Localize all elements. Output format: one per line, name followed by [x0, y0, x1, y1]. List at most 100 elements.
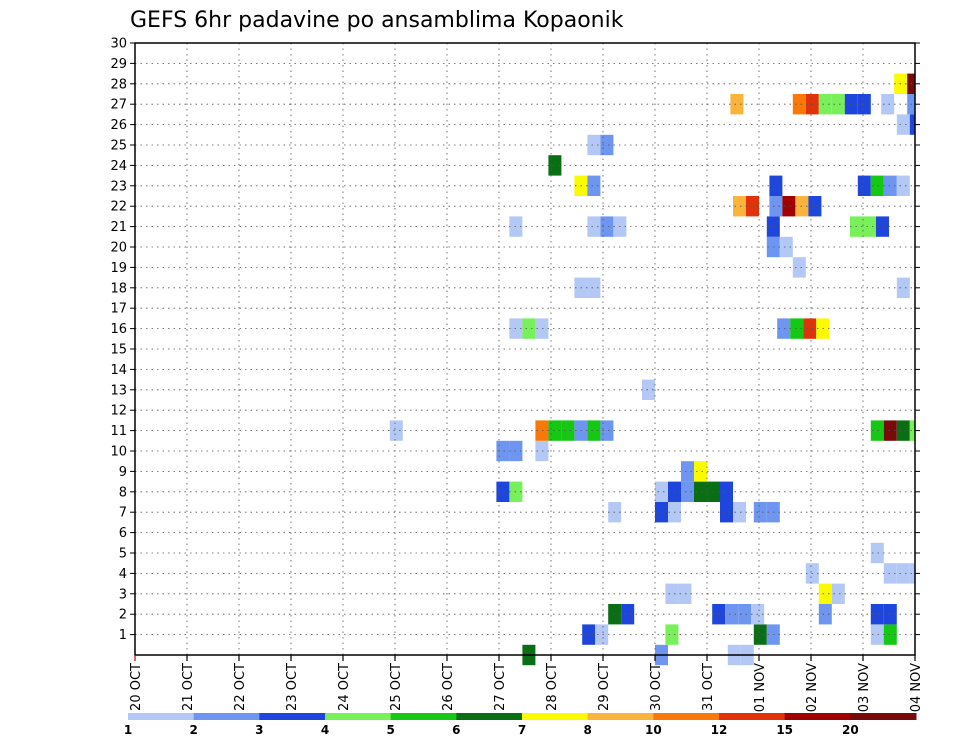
x-tick-label: 29 OCT — [597, 663, 612, 711]
precip-cell — [818, 583, 832, 604]
precip-cell — [909, 563, 915, 584]
x-tick-label: 24 OCT — [337, 663, 352, 711]
legend-swatch — [193, 713, 260, 720]
precip-cell — [896, 114, 910, 135]
precip-cell — [535, 318, 549, 339]
legend-label: 6 — [452, 723, 460, 737]
x-tick-label: 20 OCT — [129, 663, 144, 711]
precip-cell — [769, 175, 783, 196]
y-tick-label: 2 — [119, 608, 127, 623]
legend-label: 20 — [842, 723, 859, 737]
precip-cell — [870, 175, 884, 196]
y-tick-label: 14 — [110, 363, 127, 378]
y-tick-label: 5 — [119, 547, 127, 562]
legend-swatch — [325, 713, 392, 720]
precip-cell — [738, 604, 752, 625]
precip-cell — [792, 94, 806, 115]
precip-cell — [681, 481, 694, 502]
precip-cell — [595, 624, 609, 645]
legend-swatch — [653, 713, 720, 720]
precip-cell — [548, 420, 562, 441]
y-tick-label: 21 — [110, 220, 127, 235]
y-tick-label: 19 — [110, 261, 127, 276]
legend-swatch — [850, 713, 917, 720]
precip-cell — [881, 94, 895, 115]
x-tick-label: 31 OCT — [701, 663, 716, 711]
x-axis: 20 OCT 21 OCT 22 OCT 23 OCT 24 OCT 25 OCT 26 O… — [129, 655, 924, 712]
x-tick-label: 02 NOV — [805, 663, 820, 712]
precip-cell — [725, 604, 739, 625]
precip-cell — [496, 440, 510, 462]
precip-cell — [587, 216, 601, 237]
precip-cell — [694, 481, 707, 502]
y-axis: 1234567891011121314151617181920212223242… — [110, 37, 920, 643]
legend-label: 4 — [321, 723, 329, 737]
precip-cell — [535, 420, 549, 441]
precip-cell — [720, 481, 733, 502]
precip-cell — [621, 604, 635, 625]
precip-cell — [548, 155, 562, 176]
y-tick-label: 25 — [110, 139, 127, 154]
y-tick-label: 28 — [110, 77, 127, 92]
precip-cell — [582, 624, 596, 645]
precip-cell — [831, 583, 845, 604]
precip-cell — [883, 604, 897, 625]
precip-cell — [535, 440, 549, 462]
precip-cell — [818, 604, 832, 625]
precip-cell — [389, 420, 403, 441]
x-tick-label: 30 OCT — [649, 663, 664, 711]
x-tick-label: 03 NOV — [857, 663, 872, 712]
precip-cell — [600, 134, 614, 156]
x-tick-label: 28 OCT — [545, 663, 560, 711]
legend-label: 7 — [518, 723, 526, 737]
precip-cell — [655, 502, 668, 523]
y-tick-label: 15 — [110, 343, 127, 358]
legend-label: 8 — [583, 723, 591, 737]
precip-cell — [730, 94, 744, 115]
precip-cell — [803, 318, 817, 339]
legend-label: 2 — [189, 723, 197, 737]
y-tick-label: 24 — [110, 159, 127, 174]
precip-cell — [857, 94, 871, 115]
y-tick-label: 27 — [110, 98, 127, 113]
precip-cell — [522, 318, 536, 339]
legend-swatch — [390, 713, 457, 720]
precip-cell — [753, 624, 767, 645]
y-tick-label: 18 — [110, 281, 127, 296]
color-legend: 1 2 3 4 5 6 7 8 10 12 15 20 — [124, 713, 917, 737]
precip-cell — [883, 175, 897, 196]
precip-cell — [808, 196, 822, 217]
precip-cell — [896, 175, 910, 196]
precip-cell — [883, 624, 897, 645]
legend-swatch — [259, 713, 326, 720]
cells-layer — [389, 73, 915, 666]
y-tick-label: 17 — [110, 302, 127, 317]
precip-cell — [769, 196, 783, 217]
x-tick-label: 21 OCT — [181, 663, 196, 711]
precip-cell — [779, 236, 793, 258]
y-tick-label: 7 — [119, 506, 127, 521]
y-tick-label: 9 — [119, 465, 127, 480]
y-tick-label: 26 — [110, 118, 127, 133]
precip-cell — [792, 257, 806, 278]
x-tick-label: 04 NOV — [909, 663, 924, 712]
chart-title: GEFS 6hr padavine po ansamblima Kopaonik — [130, 8, 624, 33]
precip-cell — [790, 318, 804, 339]
precip-cell — [655, 481, 668, 502]
precip-cell — [876, 216, 889, 237]
y-tick-label: 22 — [110, 200, 127, 215]
legend-label: 15 — [776, 723, 793, 737]
precip-cell — [782, 196, 796, 217]
precip-cell — [733, 196, 746, 217]
precip-cell — [694, 461, 707, 482]
y-tick-label: 29 — [110, 57, 127, 72]
precip-cell — [883, 563, 897, 584]
precip-cell — [678, 583, 692, 604]
y-tick-label: 11 — [110, 424, 127, 439]
precip-cell — [600, 420, 614, 441]
legend-swatch — [456, 713, 523, 720]
precip-cell — [587, 277, 601, 298]
precip-cell — [818, 94, 832, 115]
x-tick-label: 23 OCT — [285, 663, 300, 711]
x-tick-label: 25 OCT — [389, 663, 404, 711]
